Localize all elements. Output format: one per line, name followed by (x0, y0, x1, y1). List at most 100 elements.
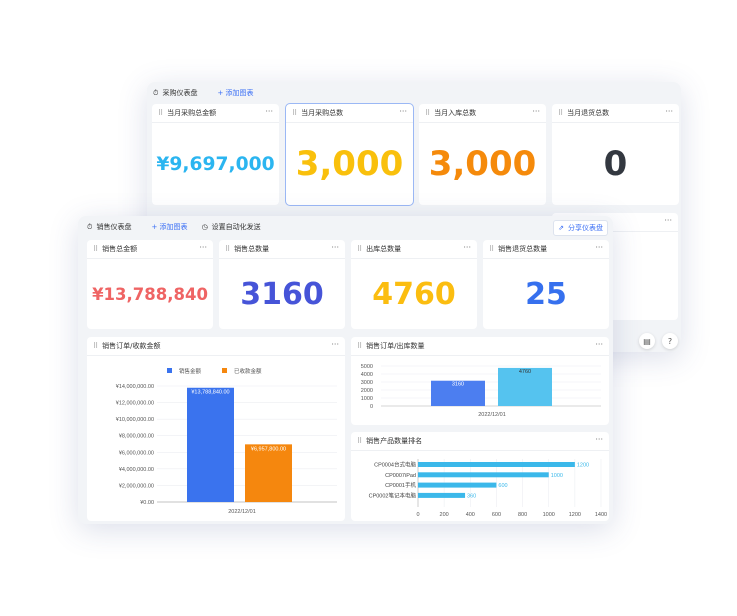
card-title: 当月采购总数 (301, 109, 344, 117)
help-icon[interactable]: ? (662, 333, 678, 349)
y-tick-label: 3000 (361, 380, 373, 386)
chart-title: 销售订单/出库数量 (366, 342, 425, 350)
kpi-card[interactable]: ⠿ 销售退货总数量 ··· 25 (483, 240, 609, 329)
kpi-value: ¥13,788,840 (92, 284, 208, 304)
more-icon[interactable]: ··· (595, 243, 603, 252)
add-chart-button[interactable]: + 添加图表 (217, 89, 254, 97)
kpi-value: 3,000 (295, 144, 404, 184)
data-label: 3160 (452, 382, 464, 388)
x-tick-label: 1000 (543, 512, 555, 518)
kpi-card[interactable]: ⠿ 出库总数量 ··· 4760 (351, 240, 477, 329)
kpi-card[interactable]: ⠿ 销售总金额 ··· ¥13,788,840 (87, 240, 213, 329)
y-tick-label: ¥6,000,000.00 (119, 450, 154, 456)
drag-handle-icon[interactable]: ⠿ (489, 245, 494, 253)
bar (245, 444, 292, 502)
x-tick-label: 1200 (569, 512, 581, 518)
y-tick-label: ¥8,000,000.00 (119, 434, 154, 440)
kpi-card[interactable]: ⠿ 当月采购总金额 ··· ¥9,697,000 (152, 104, 279, 205)
share-label: 分享仪表盘 (568, 224, 603, 232)
y-tick-label: CP0007iPad (385, 473, 416, 479)
kpi-value: ¥9,697,000 (156, 153, 275, 175)
more-icon[interactable]: ··· (331, 340, 339, 349)
kpi-card[interactable]: ⠿ 当月退货总数 ··· 0 (552, 104, 679, 205)
sales-header: ⏱ 销售仪表盘 + 添加图表 ◷ 设置自动化发送 (87, 222, 261, 232)
bar (418, 462, 575, 467)
data-label: ¥6,957,800.00 (251, 446, 286, 452)
add-chart-button[interactable]: + 添加图表 (151, 223, 188, 231)
x-tick-label: 600 (492, 512, 501, 518)
chart-card-amount: ⠿ 销售订单/收款金额 ··· ¥0.00 ¥2,000,000.00 ¥4,000,0… (87, 337, 345, 521)
bar (431, 380, 485, 406)
drag-handle-icon[interactable]: ⠿ (292, 109, 297, 117)
more-icon[interactable]: ··· (595, 340, 603, 349)
x-tick-label: 2022/12/01 (228, 509, 256, 515)
legend-swatch (167, 368, 172, 373)
y-tick-label: ¥2,000,000.00 (119, 483, 154, 489)
more-icon[interactable]: ··· (331, 243, 339, 252)
more-icon[interactable]: ··· (399, 107, 407, 116)
drag-handle-icon[interactable]: ⠿ (93, 245, 98, 253)
legend-label: 已收款金额 (234, 367, 262, 375)
amount-chart: ¥0.00 ¥2,000,000.00 ¥4,000,000.00 ¥6,000,00… (116, 367, 337, 515)
drag-handle-icon[interactable]: ⠿ (158, 109, 163, 117)
y-tick-label: 2000 (361, 388, 373, 394)
x-tick-label: 1400 (595, 512, 607, 518)
drag-handle-icon[interactable]: ⠿ (558, 109, 563, 117)
y-tick-label: 1000 (361, 396, 373, 402)
dashboard-title: 销售仪表盘 (96, 223, 132, 231)
y-tick-label: CP0004台式电脑 (374, 461, 416, 469)
document-icon[interactable]: ▤ (639, 333, 655, 349)
bar (498, 367, 552, 406)
more-icon[interactable]: ··· (665, 107, 673, 116)
auto-send-button[interactable]: 设置自动化发送 (211, 223, 261, 231)
drag-handle-icon[interactable]: ⠿ (357, 245, 362, 253)
legend-swatch (222, 368, 227, 373)
chart-card-ranking: ⠿ 销售产品数量排名 ··· 0 200 400 600 800 1000 1200 1400 12… (351, 432, 609, 521)
more-icon[interactable]: ··· (463, 243, 471, 252)
drag-handle-icon[interactable]: ⠿ (93, 342, 98, 350)
quantity-chart: 0 1000 2000 3000 4000 5000 3160 4760 2022/12/01 (361, 364, 601, 418)
y-tick-label: CP0002笔记本电脑 (369, 491, 417, 499)
y-tick-label: ¥12,000,000.00 (116, 401, 154, 407)
kpi-value: 3,000 (428, 144, 537, 184)
more-icon[interactable]: ··· (265, 107, 273, 116)
x-tick-label: 200 (440, 512, 449, 518)
chart-card-quantity: ⠿ 销售订单/出库数量 ··· 0 1000 2000 3000 4000 5000 3160 4… (351, 337, 609, 425)
card-title: 出库总数量 (366, 245, 402, 253)
card-title: 当月采购总金额 (167, 109, 217, 117)
drag-handle-icon[interactable]: ⠿ (357, 342, 362, 350)
y-tick-label: ¥14,000,000.00 (116, 384, 154, 390)
card-title: 销售总数量 (234, 245, 270, 253)
y-tick-label: 5000 (361, 364, 373, 370)
x-tick-label: 0 (416, 512, 419, 518)
legend-label: 销售金额 (179, 367, 202, 375)
history-icon[interactable]: ⏱ (87, 222, 93, 231)
more-icon[interactable]: ··· (595, 435, 603, 444)
purchase-header: ⏱ 采购仪表盘 + 添加图表 (153, 88, 254, 98)
y-tick-label: ¥4,000,000.00 (119, 467, 154, 473)
data-label: ¥13,788,840.00 (191, 390, 229, 396)
kpi-card[interactable]: ⠿ 当月采购总数 ··· 3,000 (285, 103, 414, 206)
y-tick-label: CP0001手机 (385, 481, 416, 489)
y-tick-label: ¥10,000,000.00 (116, 417, 154, 423)
history-icon[interactable]: ⏱ (153, 88, 159, 97)
data-label: 600 (498, 483, 507, 489)
sales-dashboard: ⏱ 销售仪表盘 + 添加图表 ◷ 设置自动化发送 ⇗ 分享仪表盘 ⠿ 销售总金额 ··… (78, 216, 613, 524)
kpi-card[interactable]: ⠿ 销售总数量 ··· 3160 (219, 240, 345, 329)
kpi-value: 25 (525, 276, 567, 312)
drag-handle-icon[interactable]: ⠿ (425, 109, 430, 117)
data-label: 4760 (519, 369, 531, 375)
more-icon[interactable]: ··· (664, 216, 672, 225)
bar (418, 472, 549, 478)
data-label: 1000 (551, 473, 563, 479)
drag-handle-icon[interactable]: ⠿ (225, 245, 230, 253)
chart-title: 销售产品数量排名 (366, 437, 423, 445)
share-icon: ⇗ (558, 224, 564, 232)
drag-handle-icon[interactable]: ⠿ (357, 437, 362, 445)
more-icon[interactable]: ··· (199, 243, 207, 252)
more-icon[interactable]: ··· (532, 107, 540, 116)
card-title: 销售退货总数量 (498, 245, 548, 253)
dashboard-title: 采购仪表盘 (162, 89, 198, 97)
share-dashboard-button[interactable]: ⇗ 分享仪表盘 (553, 220, 608, 236)
kpi-card[interactable]: ⠿ 当月入库总数 ··· 3,000 (419, 104, 546, 205)
